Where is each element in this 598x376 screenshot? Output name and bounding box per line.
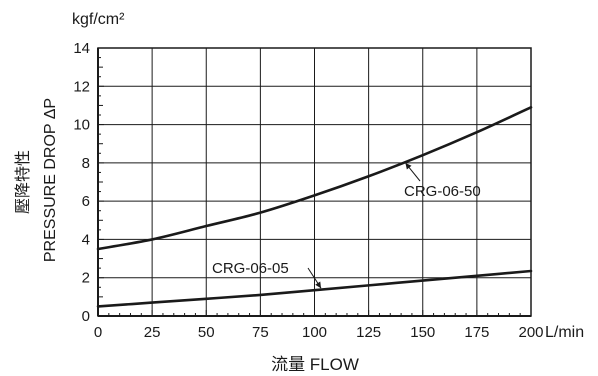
x-axis-label: 流量 FLOW [271, 355, 359, 374]
y-tick-labels: 0 2 4 6 8 10 12 14 [73, 40, 90, 325]
series-label-CRG-06-50: CRG-06-50 [404, 183, 481, 200]
y-tick-label-7: 14 [73, 40, 90, 57]
y-tick-label-0: 0 [82, 308, 90, 325]
x-unit-label: L/min [545, 324, 584, 341]
x-tick-label-8: 200 [518, 324, 543, 341]
x-tick-label-2: 50 [198, 324, 215, 341]
series-line-CRG-06-05 [96, 269, 533, 308]
y-tick-label-6: 12 [73, 78, 90, 95]
y-tick-label-4: 8 [82, 155, 90, 172]
annotation-arrow-CRG-06-05 [315, 281, 321, 289]
x-tick-label-0: 0 [94, 324, 102, 341]
x-tick-label-4: 100 [302, 324, 327, 341]
x-tick-label-6: 150 [410, 324, 435, 341]
x-tick-label-1: 25 [144, 324, 161, 341]
y-axis-label-cjk: 壓降特性 [14, 150, 32, 214]
annotation-arrow-CRG-06-50 [405, 162, 412, 170]
series-annotations: CRG-06-50 CRG-06-05 [212, 162, 481, 289]
y-tick-label-1: 2 [82, 270, 90, 287]
y-tick-label-2: 4 [82, 231, 90, 248]
axes [97, 47, 532, 317]
series-lines [96, 106, 533, 308]
x-tick-label-3: 75 [252, 324, 269, 341]
x-tick-label-7: 175 [464, 324, 489, 341]
y-tick-label-5: 10 [73, 117, 90, 134]
x-tick-label-5: 125 [356, 324, 381, 341]
series-label-CRG-06-05: CRG-06-05 [212, 260, 289, 277]
x-tick-labels: 0 25 50 75 100 125 150 175 200 [94, 324, 544, 341]
y-tick-label-3: 6 [82, 193, 90, 210]
series-line-CRG-06-50 [96, 106, 533, 251]
y-axis-label: PRESSURE DROP ΔP [42, 98, 59, 262]
y-unit-label: kgf/cm² [72, 11, 125, 28]
